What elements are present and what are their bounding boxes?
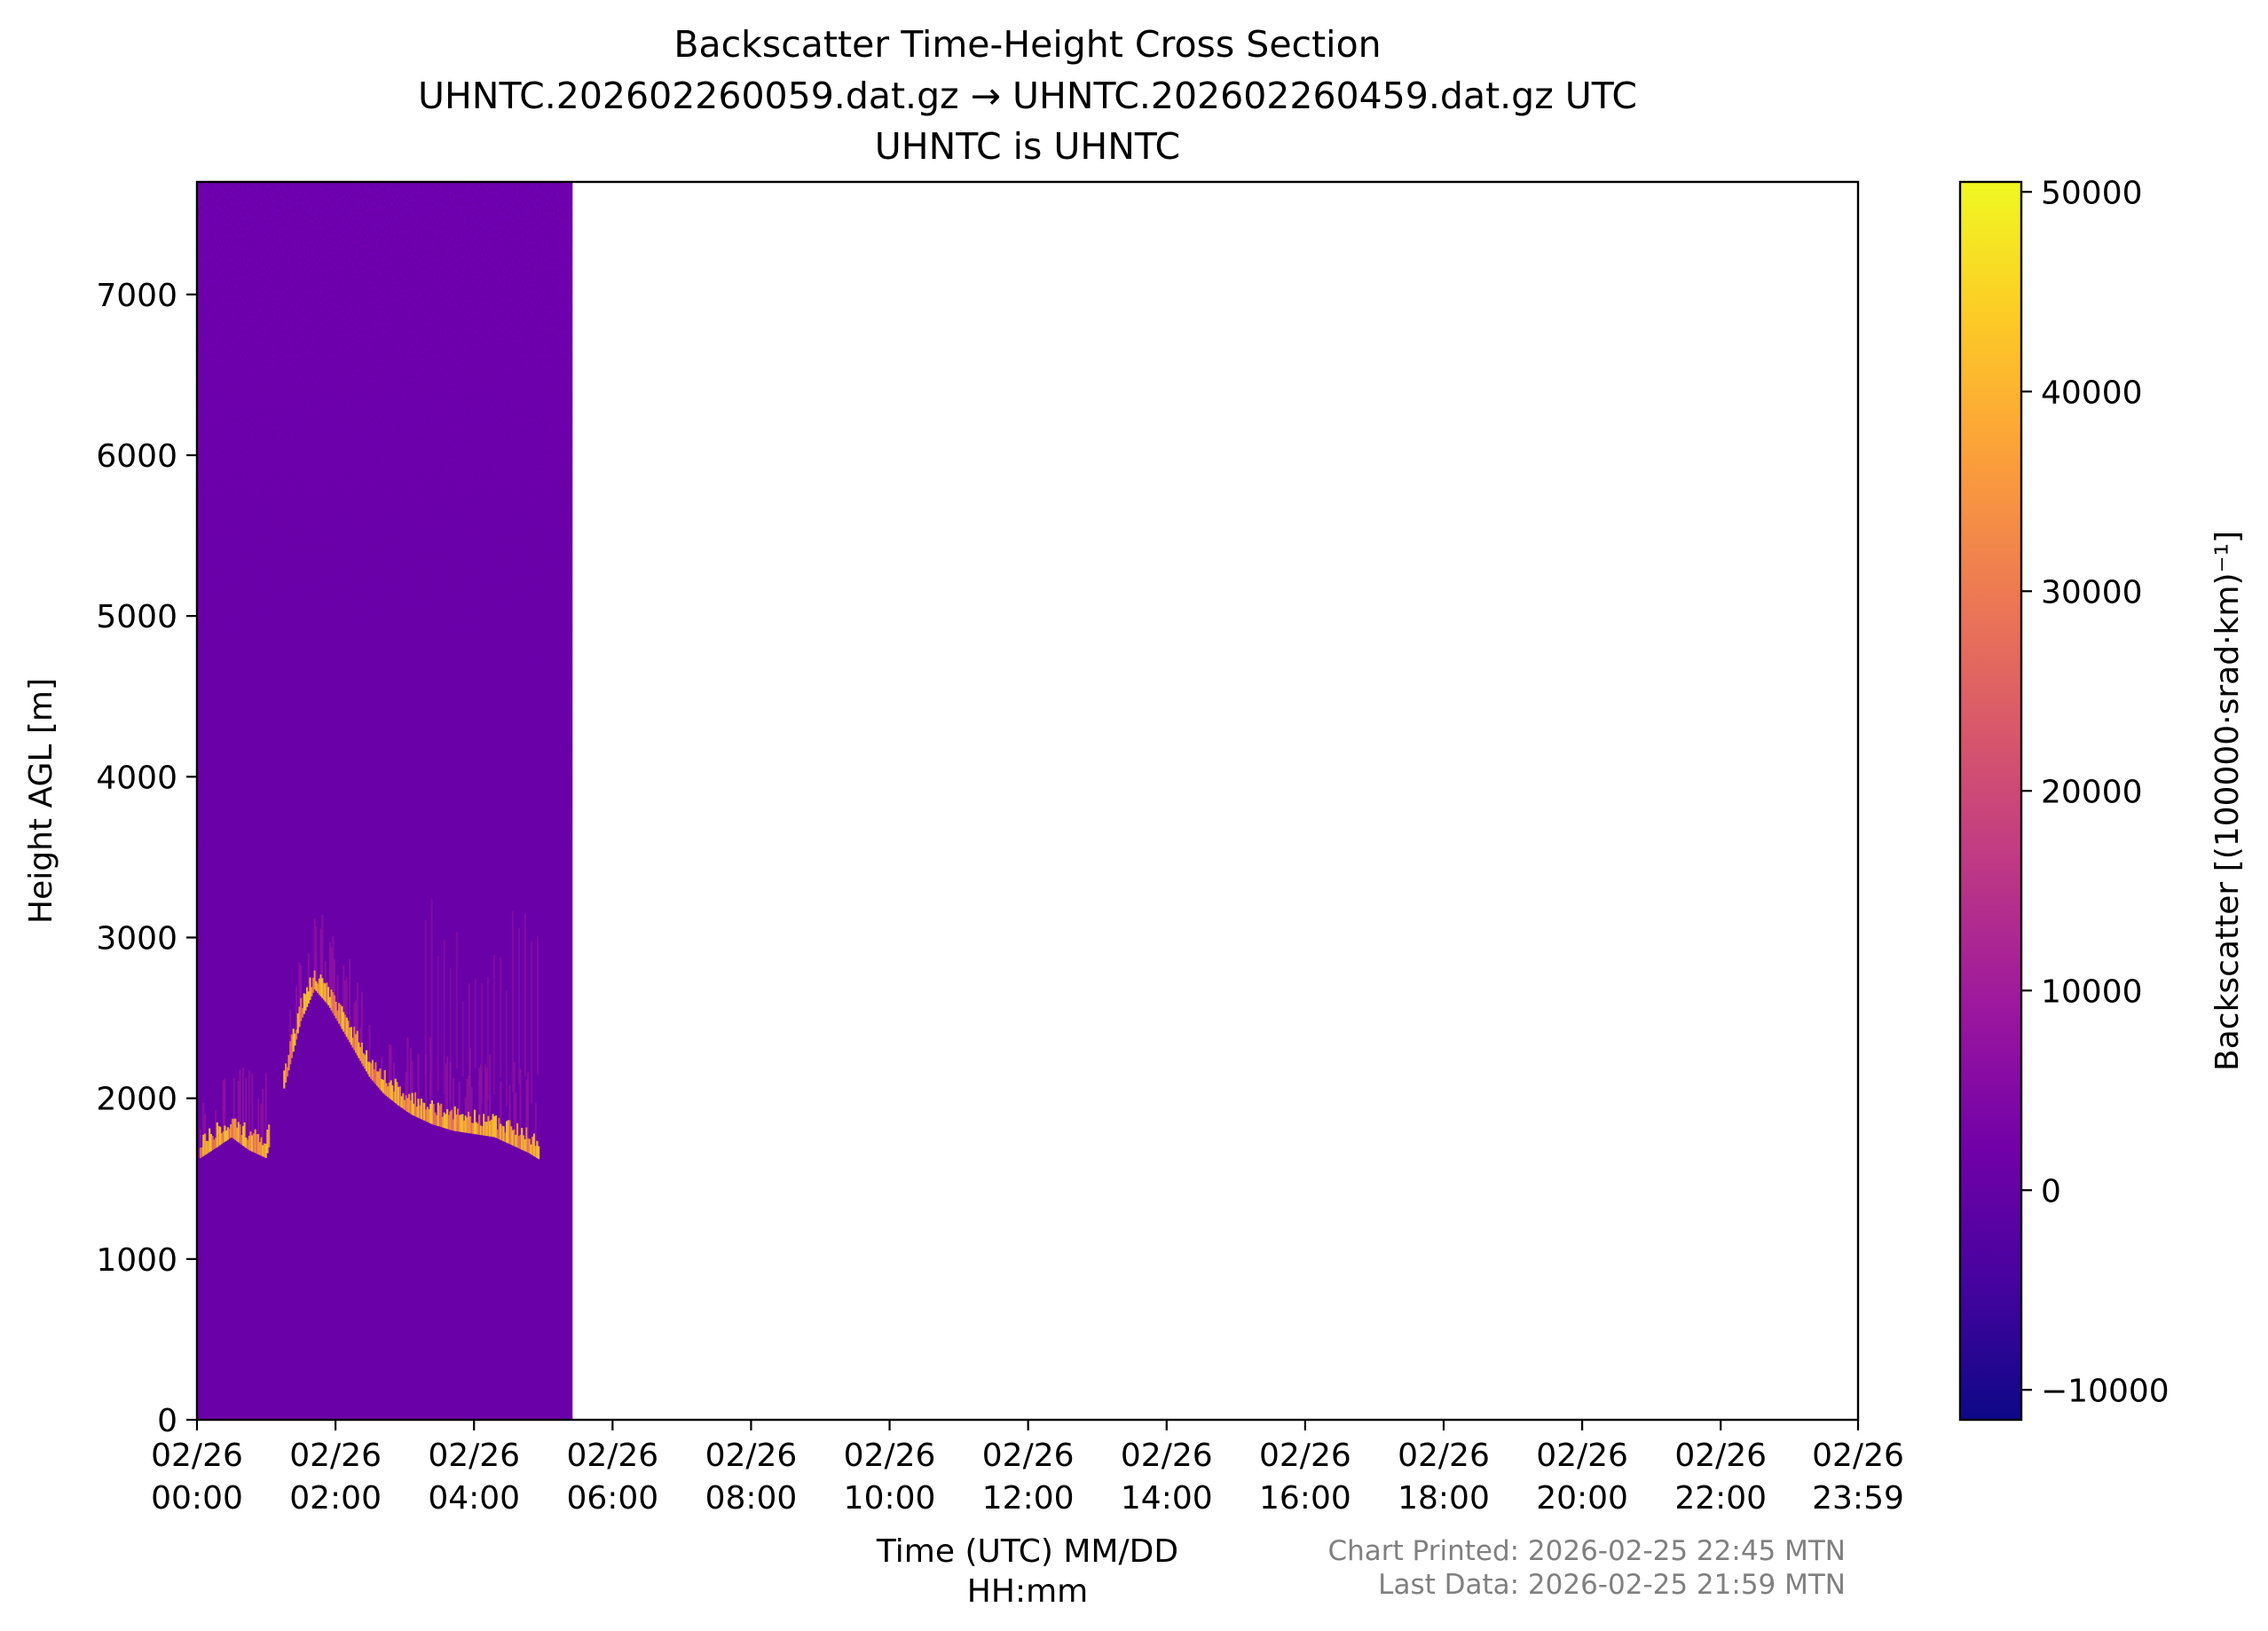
x-tick-label-time: 12:00 <box>982 1480 1075 1517</box>
x-tick-label-date: 02/26 <box>1812 1438 1904 1474</box>
colorbar-tick-label: 30000 <box>2041 574 2143 611</box>
chart-title-line-1: Backscatter Time-Height Cross Section <box>673 23 1381 66</box>
colorbar-tick-label: 40000 <box>2041 374 2143 411</box>
x-tick-label-time: 22:00 <box>1674 1480 1767 1517</box>
x-tick-label-time: 18:00 <box>1398 1480 1490 1517</box>
x-tick-label-date: 02/26 <box>1674 1438 1767 1474</box>
x-tick-label-date: 02/26 <box>982 1438 1075 1474</box>
x-tick-label-date: 02/26 <box>428 1438 520 1474</box>
colorbar-tick-label: 20000 <box>2041 774 2143 810</box>
y-tick-label: 4000 <box>96 760 177 796</box>
plot-area <box>195 180 1860 1422</box>
y-tick-label: 5000 <box>96 599 177 635</box>
x-tick-label-date: 02/26 <box>151 1438 243 1474</box>
x-tick-label-date: 02/26 <box>566 1438 658 1474</box>
x-tick-label-time: 20:00 <box>1536 1480 1628 1517</box>
x-tick-label-date: 02/26 <box>1398 1438 1490 1474</box>
chart-title-line-2: UHNTC.202602260059.dat.gz → UHNTC.202602… <box>418 75 1637 117</box>
x-tick-label-date: 02/26 <box>1121 1438 1213 1474</box>
x-tick-label-time: 02:00 <box>289 1480 382 1517</box>
x-tick-label-time: 14:00 <box>1121 1480 1213 1517</box>
colorbar: 50000 40000 30000 20000 10000 0 −10000 Backsca… <box>1958 175 2246 1422</box>
x-tick-label-time: 00:00 <box>151 1480 243 1517</box>
x-tick-label-time: 16:00 <box>1259 1480 1351 1517</box>
colorbar-label: Backscatter [(100000·srad·km)⁻¹] <box>2209 531 2246 1071</box>
x-tick-label-date: 02/26 <box>1536 1438 1628 1474</box>
x-tick-label-time: 04:00 <box>428 1480 520 1517</box>
y-tick-label: 2000 <box>96 1082 177 1118</box>
y-tick-label: 6000 <box>96 438 177 475</box>
x-tick-label-date: 02/26 <box>844 1438 936 1474</box>
x-axis: 02/26 00:00 02/26 02:00 02/26 04:00 02/26 06:00… <box>151 1420 1904 1517</box>
colorbar-tick-label: 0 <box>2041 1173 2061 1209</box>
colorbar-tick-label: −10000 <box>2041 1373 2170 1409</box>
x-tick-label-date: 02/26 <box>289 1438 382 1474</box>
x-axis-label-line-1: Time (UTC) MM/DD <box>876 1533 1178 1570</box>
colorbar-tick-label: 10000 <box>2041 973 2143 1010</box>
colorbar-tick-label: 50000 <box>2041 175 2143 211</box>
y-axis: 0 1000 2000 3000 4000 5000 6000 7000 <box>96 278 197 1439</box>
chart-printed-time: Chart Printed: 2026-02-25 22:45 MTN <box>1328 1535 1846 1567</box>
x-tick-label-date: 02/26 <box>1259 1438 1351 1474</box>
x-tick-label-time: 06:00 <box>566 1480 658 1517</box>
y-tick-label: 7000 <box>96 278 177 314</box>
x-tick-label-time: 08:00 <box>705 1480 798 1517</box>
y-tick-label: 1000 <box>96 1242 177 1279</box>
chart-title-line-3: UHNTC is UHNTC <box>875 125 1180 168</box>
y-axis-label: Height AGL [m] <box>23 678 59 924</box>
x-axis-label-line-2: HH:mm <box>967 1573 1088 1610</box>
x-tick-label-time: 10:00 <box>844 1480 936 1517</box>
x-tick-label-time: 23:59 <box>1812 1480 1904 1517</box>
chart-title: Backscatter Time-Height Cross Section UH… <box>418 23 1637 168</box>
x-tick-label-date: 02/26 <box>705 1438 798 1474</box>
y-tick-label: 0 <box>157 1403 177 1439</box>
cloud-layer <box>199 898 540 1160</box>
chart-footer: Chart Printed: 2026-02-25 22:45 MTN Last… <box>1328 1535 1846 1601</box>
heatmap-noise-texture <box>197 182 573 863</box>
y-tick-label: 3000 <box>96 920 177 957</box>
colorbar-ticks: 50000 40000 30000 20000 10000 0 −10000 <box>2021 175 2170 1409</box>
colorbar-gradient <box>1958 180 2023 1422</box>
last-data-time: Last Data: 2026-02-25 21:59 MTN <box>1378 1569 1846 1601</box>
